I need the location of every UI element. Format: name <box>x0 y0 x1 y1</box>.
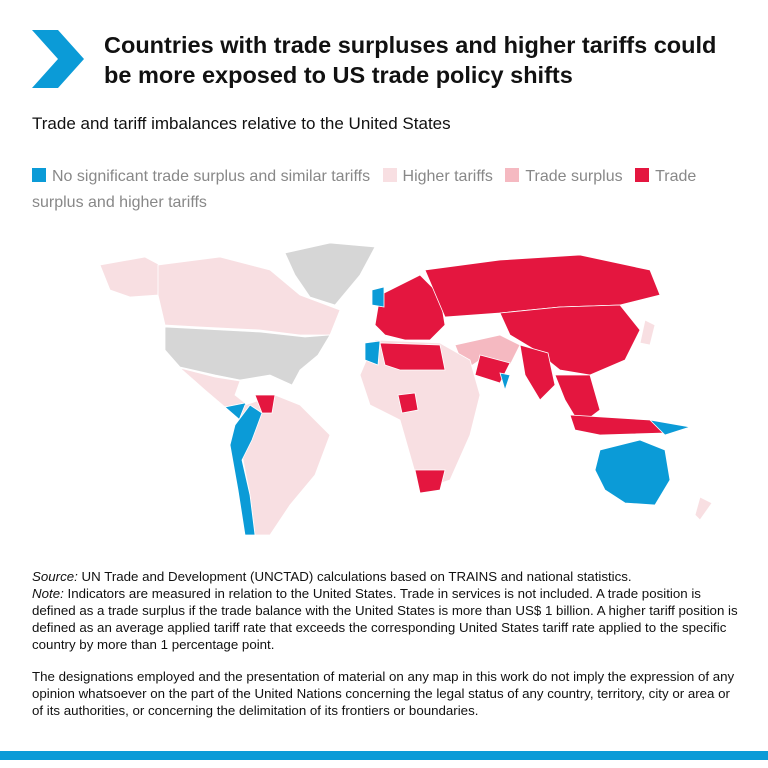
region <box>594 439 671 506</box>
title: Countries with trade surpluses and highe… <box>104 32 717 88</box>
legend-swatch <box>635 168 650 182</box>
region <box>648 419 691 436</box>
chevron-icon <box>32 30 84 88</box>
legend-label: Trade surplus and higher tariffs <box>32 168 697 211</box>
legend-swatch <box>505 168 520 182</box>
region <box>569 414 667 436</box>
region <box>374 274 446 341</box>
region <box>99 256 161 298</box>
subtitle: Trade and tariff imbalances relative to … <box>32 114 451 133</box>
region <box>499 372 511 392</box>
region <box>694 496 713 521</box>
legend-label: Higher tariffs <box>402 168 493 185</box>
region <box>371 286 385 308</box>
region <box>364 340 381 366</box>
region <box>414 469 446 494</box>
region <box>179 367 246 408</box>
note-text: Indicators are measured in relation to t… <box>32 586 738 652</box>
region <box>519 344 556 401</box>
notes: Source: UN Trade and Development (UNCTAD… <box>32 568 744 734</box>
region <box>229 404 263 536</box>
legend-label: No significant trade surplus and similar… <box>52 168 371 185</box>
world-map <box>99 242 713 536</box>
region <box>254 394 276 414</box>
source-text: UN Trade and Development (UNCTAD) calcul… <box>81 569 632 584</box>
legend-swatch <box>32 168 46 182</box>
legend-swatch <box>382 168 397 182</box>
region <box>284 242 376 306</box>
legend-item: Trade surplus <box>505 168 623 185</box>
legend-item: Trade surplus and higher tariffs <box>32 168 696 211</box>
legend-item: No significant trade surplus and similar… <box>32 168 370 185</box>
disclaimer: The designations employed and the presen… <box>32 669 735 718</box>
legend-label: Trade surplus <box>525 168 623 185</box>
region <box>164 326 331 386</box>
region <box>424 254 661 318</box>
footer-bar <box>0 751 768 760</box>
legend-item: Higher tariffs <box>382 168 493 185</box>
source-note: Source: UN Trade and Development (UNCTAD… <box>32 568 744 653</box>
legend: No significant trade surplus and similar… <box>32 164 732 216</box>
region <box>379 342 446 371</box>
region <box>499 304 641 376</box>
source-label: Source: <box>32 569 78 584</box>
note-label: Note: <box>32 586 64 601</box>
region <box>639 319 656 346</box>
region <box>157 256 341 336</box>
region <box>397 392 419 414</box>
